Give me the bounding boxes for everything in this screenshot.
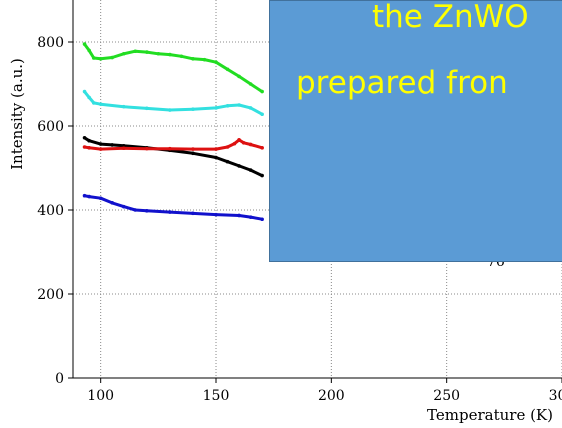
data-point — [260, 217, 264, 222]
data-series-5 — [82, 193, 264, 222]
data-point — [225, 159, 230, 164]
data-point — [82, 135, 87, 140]
data-point — [145, 146, 149, 151]
data-point — [260, 173, 264, 178]
data-point — [121, 104, 126, 109]
data-point — [237, 74, 241, 79]
data-point — [214, 106, 218, 110]
data-point — [121, 51, 126, 56]
data-point — [121, 146, 126, 151]
data-point — [87, 138, 91, 143]
series-line — [83, 43, 263, 93]
data-point — [133, 208, 138, 212]
overlay-line-2: prepared fron — [296, 65, 508, 101]
x-tick-label: 150 — [203, 388, 230, 404]
data-point — [232, 141, 237, 146]
data-point — [98, 196, 103, 201]
series-layer — [82, 42, 264, 222]
data-point — [179, 54, 184, 59]
x-tick-label: 300 — [549, 388, 562, 404]
data-point — [133, 49, 138, 54]
data-point — [91, 101, 96, 105]
data-point — [248, 142, 253, 147]
y-tick-label: 600 — [37, 119, 64, 135]
data-point — [145, 106, 149, 111]
data-point — [241, 141, 246, 145]
data-point — [214, 155, 218, 160]
y-tick-label: 0 — [55, 371, 64, 387]
data-point — [214, 212, 218, 217]
data-point — [225, 145, 230, 149]
data-point — [87, 146, 91, 150]
data-point — [260, 146, 264, 150]
series-line — [84, 194, 263, 221]
data-point — [82, 193, 87, 198]
data-point — [98, 57, 103, 61]
data-point — [87, 48, 91, 53]
data-series-1 — [82, 42, 264, 94]
data-point — [248, 215, 253, 219]
data-point — [168, 210, 172, 214]
title-overlay-box: the ZnWO prepared fron — [269, 0, 562, 262]
y-tick-label: 400 — [37, 203, 64, 219]
data-point — [156, 51, 161, 56]
data-point — [98, 102, 103, 106]
tick-layer: 100 150 200 250 300 0 200 400 600 800 — [37, 35, 562, 404]
data-point — [82, 89, 87, 94]
data-point — [168, 108, 172, 112]
overlay-line-1: the ZnWO — [372, 0, 529, 35]
data-point — [248, 168, 253, 172]
data-point — [98, 142, 103, 146]
data-point — [82, 145, 87, 149]
data-point — [110, 55, 115, 60]
series-line — [83, 90, 263, 116]
x-tick-label: 200 — [318, 388, 345, 404]
data-point — [202, 57, 207, 62]
data-point — [248, 106, 253, 110]
data-point — [214, 147, 218, 151]
data-point — [237, 164, 241, 168]
data-point — [121, 143, 126, 148]
data-point — [191, 57, 195, 61]
data-point — [191, 151, 195, 156]
data-point — [237, 103, 241, 107]
x-axis-title: Temperature (K) — [427, 406, 553, 424]
y-tick-label: 200 — [37, 287, 64, 303]
data-point — [110, 201, 115, 205]
data-point — [225, 104, 230, 108]
data-point — [260, 89, 264, 94]
data-point — [191, 107, 195, 111]
data-point — [260, 112, 264, 117]
data-point — [82, 42, 87, 46]
data-series-4 — [82, 138, 264, 151]
data-point — [91, 56, 96, 60]
data-point — [145, 209, 149, 213]
data-point — [191, 211, 195, 216]
data-point — [248, 82, 253, 86]
y-tick-label: 800 — [37, 35, 64, 51]
data-point — [168, 52, 172, 57]
data-point — [168, 146, 172, 151]
data-point — [225, 67, 230, 72]
data-point — [237, 138, 241, 142]
data-point — [121, 204, 126, 209]
data-point — [214, 60, 218, 64]
data-point — [237, 213, 241, 218]
x-tick-label: 250 — [433, 388, 460, 404]
data-point — [98, 147, 103, 151]
data-point — [87, 194, 91, 199]
x-tick-label: 100 — [87, 388, 114, 404]
data-point — [145, 50, 149, 54]
data-point — [87, 95, 91, 100]
data-point — [191, 147, 195, 151]
axis-layer — [72, 0, 562, 379]
y-axis-title: Intensity (a.u.) — [8, 58, 26, 170]
data-series-2 — [82, 89, 264, 117]
data-point — [110, 143, 115, 147]
